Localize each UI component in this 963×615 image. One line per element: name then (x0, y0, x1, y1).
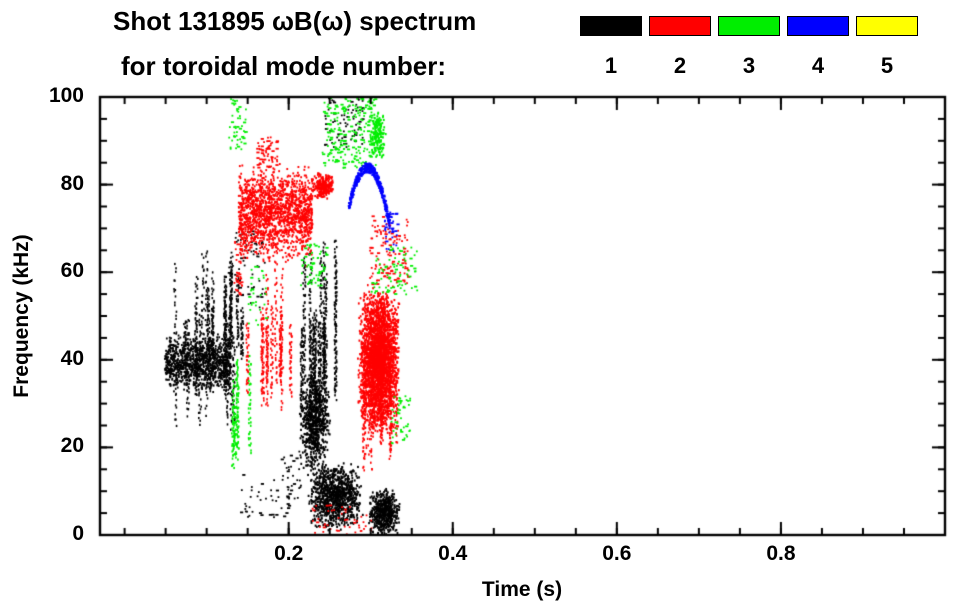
y-tick-label: 40 (60, 346, 84, 370)
x-tick-label: 0.4 (438, 542, 468, 565)
y-tick-label: 80 (60, 171, 84, 195)
x-axis-label: Time (s) (481, 578, 563, 601)
y-tick-label: 0 (72, 522, 84, 545)
x-tick-label: 0.6 (602, 542, 632, 565)
y-tick-label: 60 (60, 259, 84, 283)
y-tick-label: 100 (48, 84, 84, 107)
y-tick-label: 20 (60, 434, 84, 458)
x-tick-label: 0.2 (274, 542, 304, 565)
x-tick-label: 0.8 (766, 542, 796, 565)
